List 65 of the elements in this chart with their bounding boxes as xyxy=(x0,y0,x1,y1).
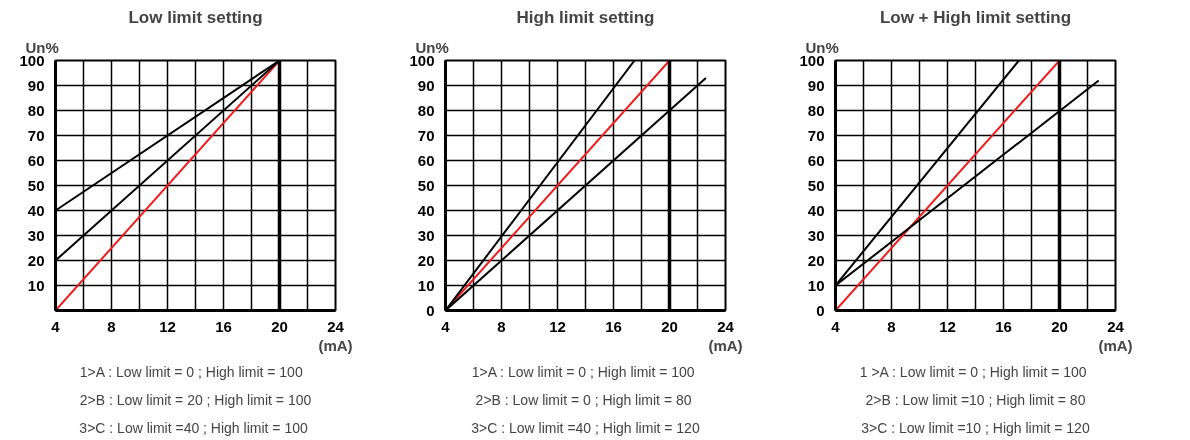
y-tick-label: 60 xyxy=(417,151,435,169)
x-tick-label: 12 xyxy=(549,317,566,335)
x-tick-label: 4 xyxy=(831,317,841,335)
y-tick-label: 20 xyxy=(27,251,45,269)
y-tick-label: 20 xyxy=(417,251,435,269)
y-tick-label: 10 xyxy=(417,276,435,294)
x-tick-label: 16 xyxy=(995,317,1012,335)
y-tick-label: 10 xyxy=(807,276,825,294)
y-tick-label: 60 xyxy=(807,151,825,169)
y-tick-label: 70 xyxy=(807,126,825,144)
text: 3>C : Low limit =10 ; High limit = 120 xyxy=(861,419,1090,436)
x-axis-title: (mA) xyxy=(1098,336,1133,354)
y-tick-label: 90 xyxy=(417,76,435,94)
x-tick-label: 4 xyxy=(51,317,61,335)
x-tick-label: 12 xyxy=(159,317,176,335)
x-tick-label: 20 xyxy=(661,317,678,335)
chart-title: High limit setting xyxy=(516,7,655,27)
x-tick-label: 20 xyxy=(1051,317,1068,335)
y-tick-label: 40 xyxy=(417,201,435,219)
text: 3>C : Low limit =40 ; High limit = 120 xyxy=(471,419,700,436)
y-tick-label: 40 xyxy=(807,201,825,219)
y-tick-label: 70 xyxy=(417,126,435,144)
text: 1>A : Low limit = 0 ; High limit = 100 xyxy=(79,363,303,380)
y-axis-title: Un% xyxy=(805,38,839,56)
x-tick-label: 24 xyxy=(327,317,345,335)
x-axis-title: (mA) xyxy=(708,336,743,354)
y-tick-label: 90 xyxy=(807,76,825,94)
y-axis-title: Un% xyxy=(415,38,449,56)
y-tick-label: 0 xyxy=(426,301,435,319)
x-tick-label: 24 xyxy=(1107,317,1125,335)
y-tick-label: 50 xyxy=(27,176,45,194)
x-tick-label: 8 xyxy=(887,317,896,335)
text: 2>B : Low limit = 20 ; High limit = 100 xyxy=(79,391,312,408)
x-tick-label: 16 xyxy=(605,317,622,335)
y-tick-label: 20 xyxy=(807,251,825,269)
chart-title: Low limit setting xyxy=(128,7,263,27)
y-tick-label: 0 xyxy=(816,301,825,319)
x-tick-label: 16 xyxy=(215,317,232,335)
x-tick-label: 4 xyxy=(441,317,451,335)
x-axis-title: (mA) xyxy=(318,336,353,354)
y-tick-label: 90 xyxy=(27,76,45,94)
text: 2>B : Low limit =10 ; High limit = 80 xyxy=(865,391,1086,408)
text: 1 >A : Low limit = 0 ; High limit = 100 xyxy=(859,363,1087,380)
y-tick-label: 50 xyxy=(417,176,435,194)
y-tick-label: 30 xyxy=(417,226,435,244)
text: 1>A : Low limit = 0 ; High limit = 100 xyxy=(471,363,695,380)
chart-title: Low + High limit setting xyxy=(879,7,1072,27)
y-tick-label: 60 xyxy=(27,151,45,169)
y-tick-label: 10 xyxy=(27,276,45,294)
y-tick-label: 30 xyxy=(807,226,825,244)
x-tick-label: 20 xyxy=(271,317,288,335)
y-tick-label: 30 xyxy=(27,226,45,244)
text: 3>C : Low limit =40 ; High limit = 100 xyxy=(79,419,308,436)
y-tick-label: 40 xyxy=(27,201,45,219)
y-tick-label: 50 xyxy=(807,176,825,194)
text: 2>B : Low limit = 0 ; High limit = 80 xyxy=(475,391,692,408)
x-tick-label: 8 xyxy=(497,317,506,335)
y-tick-label: 70 xyxy=(27,126,45,144)
y-tick-label: 80 xyxy=(27,101,45,119)
x-tick-label: 8 xyxy=(107,317,116,335)
y-tick-label: 80 xyxy=(807,101,825,119)
x-tick-label: 24 xyxy=(717,317,735,335)
y-axis-title: Un% xyxy=(25,38,59,56)
x-tick-label: 12 xyxy=(939,317,956,335)
y-tick-label: 80 xyxy=(417,101,435,119)
